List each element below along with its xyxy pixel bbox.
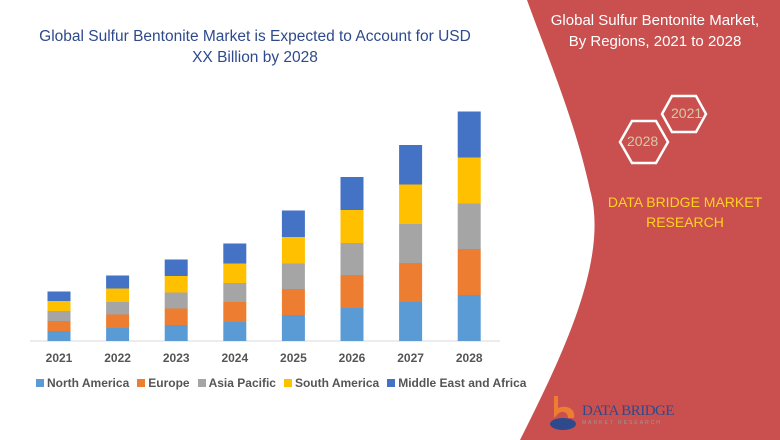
- bar-segment-2025-south-america: [281, 237, 305, 264]
- bar-segment-2024-north-america: [223, 322, 247, 341]
- hexagon-2021: [660, 94, 708, 134]
- bar-segment-2022-south-america: [106, 288, 130, 302]
- legend-label: South America: [294, 376, 380, 390]
- side-title: Global Sulfur Bentonite Market, By Region…: [530, 10, 780, 52]
- bar-segment-2024-middle-east-and-africa: [223, 243, 247, 264]
- bar-segment-2026-south-america: [340, 210, 364, 243]
- bar-segment-2024-asia-pacific: [223, 283, 247, 302]
- bar-segment-2023-south-america: [164, 276, 188, 293]
- logo: DATA BRIDGE MARKET RESEARCH: [548, 394, 675, 434]
- bar-segment-2021-middle-east-and-africa: [47, 291, 71, 301]
- hexagon-2028: [618, 119, 670, 165]
- legend-label: Middle East and Africa: [398, 376, 527, 390]
- bar-segment-2028-europe: [457, 249, 481, 295]
- bar-segment-2026-europe: [340, 275, 364, 308]
- legend-swatch: [36, 379, 44, 387]
- logo-text: DATA BRIDGE: [582, 402, 675, 419]
- bar-segment-2027-south-america: [399, 184, 423, 224]
- bar-segment-2025-north-america: [281, 315, 305, 341]
- legend-item: North America: [36, 376, 129, 390]
- legend-swatch: [283, 379, 292, 387]
- bar-segment-2027-europe: [399, 263, 423, 302]
- bar-segment-2023-europe: [164, 308, 188, 325]
- legend-swatch: [137, 379, 146, 387]
- bar-segment-2028-middle-east-and-africa: [457, 111, 481, 158]
- x-tick-label: 2027: [397, 351, 424, 365]
- research-line1: DATA BRIDGE MARKET: [607, 194, 763, 210]
- legend-label: North America: [47, 376, 130, 390]
- bar-segment-2024-europe: [223, 302, 247, 322]
- x-tick-label: 2025: [280, 351, 307, 365]
- bar-segment-2025-europe: [281, 289, 305, 315]
- x-tick-label: 2024: [221, 351, 248, 365]
- bar-segment-2028-north-america: [457, 295, 481, 341]
- bar-segment-2022-middle-east-and-africa: [106, 275, 130, 289]
- hex-label-2028: 2028: [627, 133, 659, 149]
- bar-segment-2021-asia-pacific: [47, 311, 71, 321]
- bar-segment-2021-europe: [47, 321, 71, 331]
- bar-segment-2027-middle-east-and-africa: [399, 145, 423, 185]
- legend-item: South America: [283, 376, 380, 390]
- side-title-line2: By Regions, 2021 to 2028: [568, 33, 742, 50]
- bar-segment-2022-asia-pacific: [106, 302, 130, 315]
- bar-segment-2027-north-america: [399, 302, 423, 341]
- legend-label: Asia Pacific: [208, 376, 276, 390]
- x-tick-label: 2023: [163, 351, 190, 365]
- legend-swatch: [197, 379, 206, 387]
- bar-segment-2022-europe: [106, 314, 130, 328]
- legend-label: Europe: [148, 376, 190, 390]
- research-label: DATA BRIDGE MARKET RESEARCH: [590, 192, 780, 232]
- bar-segment-2023-north-america: [164, 325, 188, 341]
- bar-segment-2025-asia-pacific: [281, 263, 305, 289]
- x-tick-label: 2021: [46, 351, 73, 365]
- bar-segment-2028-south-america: [457, 157, 481, 204]
- bar-segment-2023-asia-pacific: [164, 292, 188, 309]
- bar-segment-2023-middle-east-and-africa: [164, 259, 188, 276]
- logo-icon: [550, 396, 576, 430]
- legend-item: Middle East and Africa: [387, 376, 526, 390]
- side-panel: [520, 0, 780, 440]
- bar-segment-2021-north-america: [47, 331, 71, 341]
- chart-title: Global Sulfur Bentonite Market is Expect…: [39, 28, 471, 66]
- logo-subtext: MARKET RESEARCH: [582, 419, 662, 426]
- bar-segment-2026-north-america: [340, 308, 364, 341]
- bar-segment-2024-south-america: [223, 263, 247, 283]
- x-tick-label: 2022: [104, 351, 131, 365]
- bar-segment-2025-middle-east-and-africa: [281, 210, 305, 237]
- bar-segment-2021-south-america: [47, 301, 71, 311]
- bar-segment-2026-asia-pacific: [340, 243, 364, 275]
- bar-segment-2026-middle-east-and-africa: [340, 177, 364, 210]
- research-line2: RESEARCH: [646, 214, 724, 230]
- legend-item: Asia Pacific: [197, 376, 276, 390]
- side-title-line1: Global Sulfur Bentonite Market,: [550, 12, 760, 29]
- legend-item: Europe: [137, 376, 190, 390]
- bar-segment-2022-north-america: [106, 328, 130, 341]
- bar-segment-2028-asia-pacific: [457, 203, 481, 249]
- x-tick-label: 2026: [339, 351, 366, 365]
- legend-swatch: [387, 379, 396, 387]
- x-tick-label: 2028: [456, 351, 483, 365]
- hex-label-2021: 2021: [671, 105, 703, 121]
- bar-segment-2027-asia-pacific: [399, 224, 423, 263]
- legend: North America Europe Asia Pacific South Ame…: [36, 376, 526, 390]
